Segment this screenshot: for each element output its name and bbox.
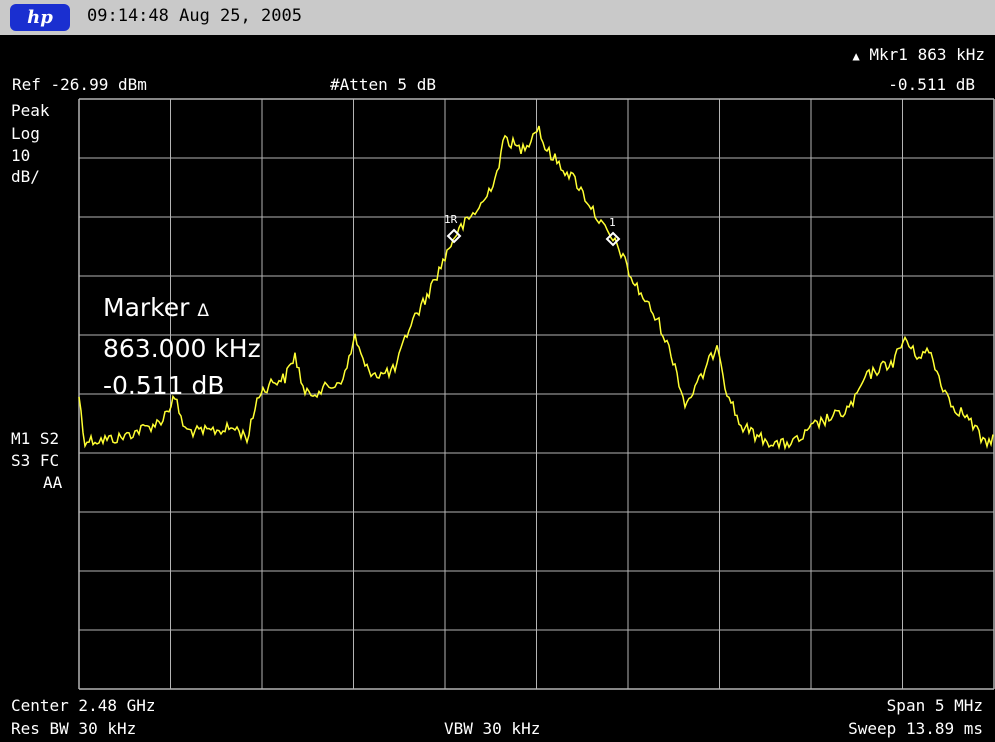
reference-marker-icon [446, 228, 462, 244]
reference-marker-label: 1R [444, 213, 458, 226]
logo-text: hp [27, 7, 53, 28]
status-line-2: S3 FC [11, 451, 60, 470]
center-frequency: Center 2.48 GHz [11, 696, 156, 715]
video-bandwidth: VBW 30 kHz [444, 719, 541, 738]
graticule [78, 98, 995, 690]
hp-logo-icon: hp [10, 4, 70, 31]
delta-icon: Δ [197, 301, 210, 321]
marker-readout: Marker Δ 863.000 kHz -0.511 dB [103, 289, 261, 404]
marker-readout-frequency: 863.000 kHz [103, 334, 261, 363]
scale-value-label: 10 [11, 146, 31, 165]
delta-marker-label: 1 [609, 216, 616, 229]
scale-type-label: Log [11, 124, 40, 143]
marker-readout-amplitude: -0.511 dB [103, 371, 225, 400]
marker-title-text: Marker [103, 293, 190, 322]
status-line-3: AA [43, 473, 63, 492]
marker-label: ▲ Mkr1 863 kHz [853, 45, 985, 66]
spectrum-trace [78, 125, 994, 451]
reference-marker: 1R [444, 213, 462, 244]
span: Span 5 MHz [886, 696, 983, 715]
date-time: 09:14:48 Aug 25, 2005 [87, 6, 302, 26]
ref-level: Ref -26.99 dBm [12, 75, 147, 94]
delta-marker-icon [605, 231, 621, 247]
marker-label-text: Mkr1 863 kHz [869, 45, 985, 64]
title-bar: hp 09:14:48 Aug 25, 2005 [0, 0, 995, 35]
scale-unit-label: dB/ [11, 167, 40, 186]
marker-readout-title: Marker Δ [103, 289, 261, 330]
detector-label: Peak [11, 101, 50, 120]
delta-icon: ▲ [852, 49, 860, 63]
sweep-time: Sweep 13.89 ms [848, 719, 983, 738]
status-line-1: M1 S2 [11, 429, 60, 448]
delta-marker: 1 [605, 216, 621, 247]
marker-value: -0.511 dB [888, 75, 975, 94]
resolution-bandwidth: Res BW 30 kHz [11, 719, 137, 738]
attenuation: #Atten 5 dB [330, 75, 436, 94]
